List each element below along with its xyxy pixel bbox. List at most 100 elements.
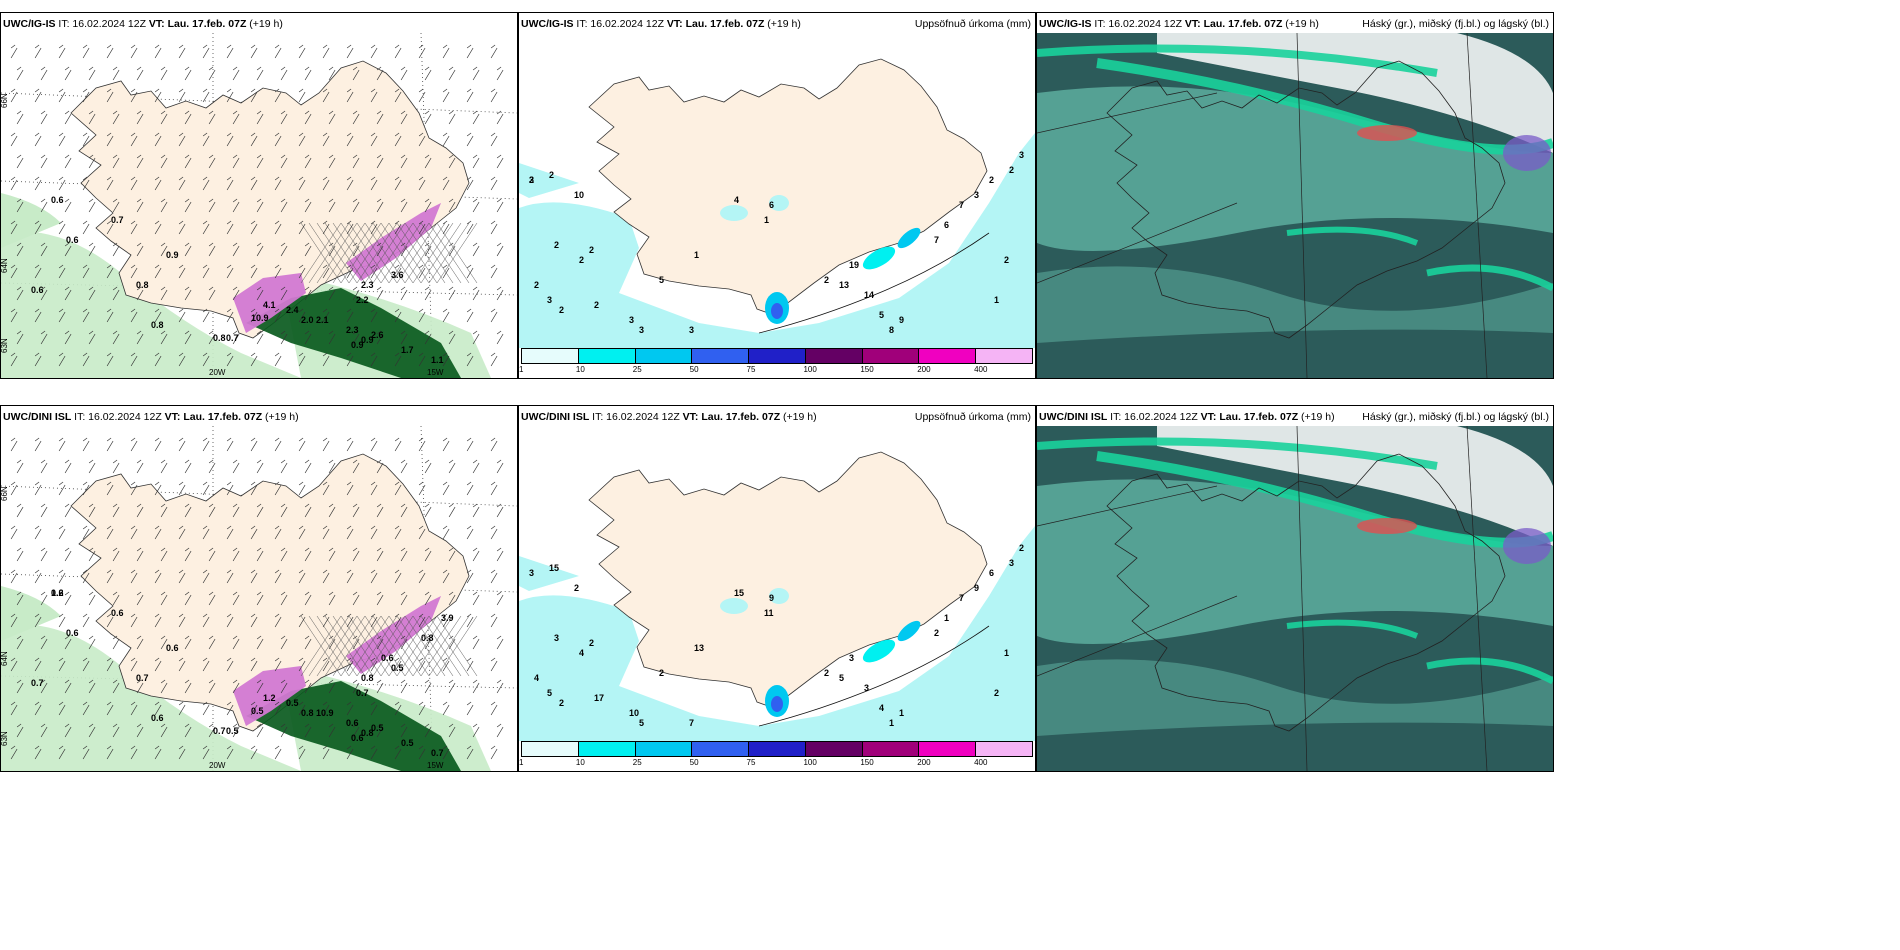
precip-value-label: 0.8 [361,673,374,683]
wind-barb [448,330,456,345]
wind-barb [496,110,504,125]
wind-barb [370,437,378,452]
precip-value-label: 5 [839,673,844,683]
wind-barb [106,352,114,367]
wind-barb [250,569,258,584]
wind-barb [64,286,72,301]
wind-barb [10,176,18,191]
wind-barb [208,110,216,125]
wind-barb [274,264,282,279]
hatch-line [340,615,382,677]
wind-barb [184,198,192,213]
wind-barb [34,88,42,103]
wind-barb [466,352,474,367]
wind-barb [328,330,336,345]
wind-barb [418,613,426,628]
wind-barb [178,745,186,760]
wind-barb [448,198,456,213]
colorbar-cell [578,742,636,756]
wind-barb [280,242,288,257]
hatch-line [348,222,390,284]
precip-value-label: 6 [989,568,994,578]
init-time: IT: 16.02.2024 12Z [74,411,162,423]
wind-barb [34,525,42,540]
precip-value-label: 11 [764,608,774,618]
wind-barb [202,525,210,540]
hatch-line [420,222,462,284]
wind-barb [304,66,312,81]
cloud-mid-area [1037,479,1553,644]
wind-barb [352,110,360,125]
wind-barb [82,481,90,496]
precip-value-label: 10.9 [316,708,334,718]
colorbar-cells [521,741,1033,757]
precip-value-label: 0.6 [31,285,44,295]
wind-barb [40,330,48,345]
precip-value-label: 2 [994,688,999,698]
precip-sea-area [519,163,579,198]
wind-barb [106,308,114,323]
wind-barb [400,242,408,257]
wind-barb [472,547,480,562]
precip-value-label: 2 [554,240,559,250]
wind-barb [466,569,474,584]
precip-sea-area [519,556,579,591]
wind-barb [184,459,192,474]
wind-barb [394,701,402,716]
wind-barb [322,437,330,452]
wind-barb [322,481,330,496]
colorbar-cell [805,349,863,363]
wind-barb [40,242,48,257]
wind-barb [202,569,210,584]
wind-barb [280,286,288,301]
precip-value-label: 19 [849,260,859,270]
hatch-line [340,222,382,284]
wind-barb [352,154,360,169]
wind-barb [136,723,144,738]
wind-barb [130,481,138,496]
precip-value-label: 0.6 [111,608,124,618]
wind-barb [448,503,456,518]
wind-barb [184,242,192,257]
projection-line [1037,485,1218,527]
wind-barb [274,88,282,103]
wind-barb [442,264,450,279]
wind-barb [256,591,264,606]
wind-barb [346,44,354,59]
wind-barb [136,198,144,213]
wind-barb [376,242,384,257]
wind-barb [490,569,498,584]
wind-barb [112,459,120,474]
precip-value-label: 0.6 [151,713,164,723]
hatch-line [308,615,350,677]
wind-barb [16,503,24,518]
wind-barb [250,88,258,103]
wind-barb [82,352,90,367]
wind-barb [178,657,186,672]
wind-barb [418,745,426,760]
wind-barb [184,723,192,738]
wind-barb [466,437,474,452]
colorbar-cell [692,742,750,756]
wind-barb [328,679,336,694]
colorbar-label: 25 [632,365,642,374]
cloud-map-svg [1037,33,1553,378]
colorbar-cell [522,742,579,756]
wind-barb [202,657,210,672]
wind-barb [250,220,258,235]
wind-barb [136,66,144,81]
wind-barb [376,198,384,213]
wind-barb [376,723,384,738]
hatch-line [308,222,350,284]
wind-barb [394,264,402,279]
precip-value-label: 3 [529,568,534,578]
precip-value-label: 2 [534,280,539,290]
hatch-line [300,222,342,284]
wind-barb [322,657,330,672]
precip-value-label: 0.6 [66,628,79,638]
wind-barb [130,44,138,59]
hatch-line [356,222,398,284]
wind-barb [328,286,336,301]
wind-barb [496,723,504,738]
wind-barb [280,591,288,606]
